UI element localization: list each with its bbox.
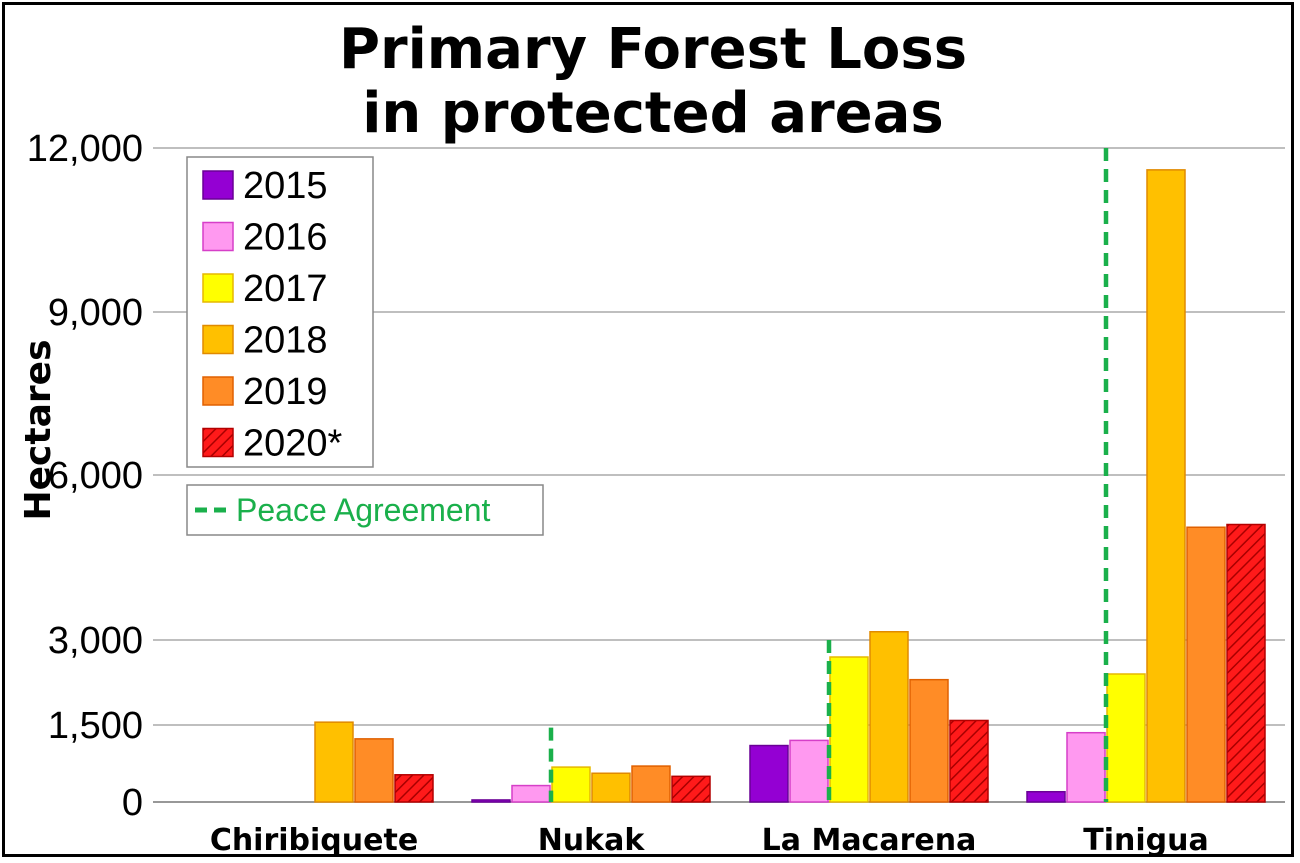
bar-la-macarena-2015 xyxy=(749,744,789,803)
legend-swatch xyxy=(202,273,234,303)
legend-swatch xyxy=(202,324,234,355)
legend-box xyxy=(186,156,374,468)
bar-nukak-2019 xyxy=(631,765,671,803)
category-labels: Chiribiquete Nukak La Macarena Tinigua xyxy=(210,823,1209,858)
y-tick-label: 6,000 xyxy=(48,455,143,497)
legend-label: 2019 xyxy=(243,371,328,413)
bar-tinigua-2019 xyxy=(1186,526,1226,803)
bar-tinigua-2017 xyxy=(1106,673,1146,803)
chart-title-line-1: Primary Forest Loss xyxy=(339,17,967,82)
bar-nukak-2018 xyxy=(591,772,631,803)
y-tick-label: 0 xyxy=(122,782,143,824)
bar-nukak-2015 xyxy=(471,799,511,803)
y-tick-label: 9,000 xyxy=(48,292,143,334)
bar-la-macarena-2020 xyxy=(949,719,989,803)
legend-swatch xyxy=(202,221,234,252)
category-label: La Macarena xyxy=(762,823,977,858)
bar-chiribiquete-2019 xyxy=(354,738,394,803)
peace-agreement-lines xyxy=(548,148,1109,802)
legend-label: 2020* xyxy=(243,423,343,465)
peace-legend: Peace Agreement xyxy=(186,484,544,536)
legend-swatch xyxy=(202,170,234,200)
bar-nukak-2016 xyxy=(511,784,551,803)
bar-tinigua-2020 xyxy=(1226,523,1266,803)
bar-la-macarena-2017 xyxy=(829,656,869,803)
category-label: Nukak xyxy=(538,823,646,858)
legend: 2015 2016 2017 2018 2019 2020* xyxy=(186,156,374,468)
legend-label: 2015 xyxy=(243,165,328,207)
chart-title-line-2: in protected areas xyxy=(362,81,944,146)
category-label: Chiribiquete xyxy=(210,823,418,858)
legend-items: 2015 2016 2017 2018 2019 2020* xyxy=(202,165,343,465)
bar-nukak-2017 xyxy=(551,766,591,803)
legend-label: 2017 xyxy=(243,268,328,310)
legend-swatch xyxy=(202,376,234,406)
y-tick-label: 1,500 xyxy=(48,705,143,747)
y-tick-label: 12,000 xyxy=(27,128,143,170)
bar-chiribiquete-2020 xyxy=(394,774,434,803)
y-tick-labels: 0 1,500 3,000 6,000 9,000 12,000 xyxy=(27,128,143,824)
bar-la-macarena-2018 xyxy=(869,631,909,803)
legend-label: 2016 xyxy=(243,217,328,259)
y-axis-label: Hectares xyxy=(18,340,59,521)
bar-tinigua-2016 xyxy=(1066,731,1106,803)
peace-legend-box xyxy=(186,484,544,536)
bar-tinigua-2018 xyxy=(1146,169,1186,803)
legend-label: 2018 xyxy=(243,320,328,362)
bar-chart: Primary Forest Loss in protected areas H… xyxy=(18,17,1285,858)
bar-tinigua-2015 xyxy=(1026,790,1066,803)
y-tick-label: 3,000 xyxy=(48,620,143,662)
bar-la-macarena-2016 xyxy=(789,739,829,803)
peace-legend-label: Peace Agreement xyxy=(236,492,491,528)
bars xyxy=(314,169,1266,803)
bar-la-macarena-2019 xyxy=(909,678,949,803)
legend-swatch xyxy=(202,427,234,458)
bar-nukak-2020 xyxy=(671,775,711,803)
bar-chiribiquete-2018 xyxy=(314,721,354,803)
category-label: Tinigua xyxy=(1083,823,1208,858)
